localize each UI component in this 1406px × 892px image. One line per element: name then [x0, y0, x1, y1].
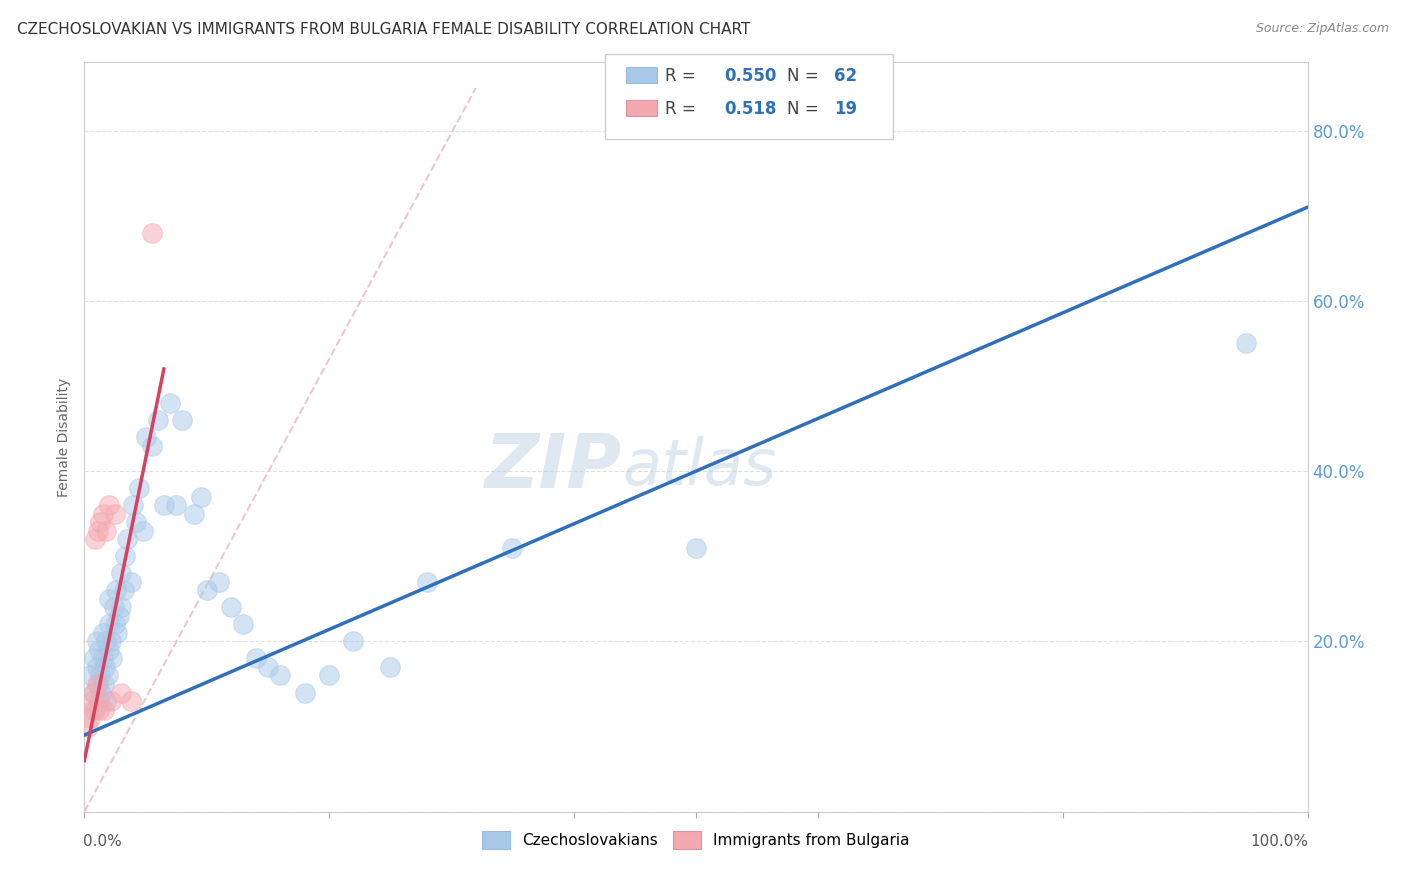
- Text: R =: R =: [665, 67, 702, 85]
- Point: [91, 626, 114, 640]
- Point: [159, 396, 181, 410]
- Point: [245, 651, 267, 665]
- Point: [87, 643, 110, 657]
- Point: [104, 617, 127, 632]
- Text: Source: ZipAtlas.com: Source: ZipAtlas.com: [1256, 22, 1389, 36]
- Point: [97, 498, 120, 512]
- Point: [110, 566, 132, 581]
- Point: [84, 702, 107, 716]
- Point: [141, 226, 163, 240]
- Point: [96, 524, 118, 538]
- Text: atlas: atlas: [623, 436, 778, 498]
- Point: [103, 600, 125, 615]
- Point: [380, 660, 402, 674]
- Point: [128, 481, 150, 495]
- Point: [87, 694, 110, 708]
- Point: [105, 626, 128, 640]
- Text: 0.518: 0.518: [724, 100, 776, 118]
- Point: [97, 668, 120, 682]
- Point: [107, 608, 129, 623]
- Point: [232, 617, 254, 632]
- Point: [190, 490, 212, 504]
- Text: 0.0%: 0.0%: [83, 834, 122, 849]
- Point: [82, 702, 104, 716]
- Point: [93, 702, 115, 716]
- Point: [208, 574, 231, 589]
- Point: [89, 515, 111, 529]
- Point: [79, 711, 101, 725]
- Text: 100.0%: 100.0%: [1251, 834, 1309, 849]
- Point: [83, 685, 105, 699]
- Point: [91, 651, 114, 665]
- Point: [146, 413, 169, 427]
- Text: CZECHOSLOVAKIAN VS IMMIGRANTS FROM BULGARIA FEMALE DISABILITY CORRELATION CHART: CZECHOSLOVAKIAN VS IMMIGRANTS FROM BULGA…: [17, 22, 751, 37]
- Point: [83, 651, 105, 665]
- Point: [269, 668, 291, 682]
- Point: [112, 583, 135, 598]
- Point: [120, 574, 142, 589]
- Point: [122, 498, 145, 512]
- Text: R =: R =: [665, 100, 706, 118]
- Point: [125, 515, 148, 529]
- Point: [77, 720, 100, 734]
- Point: [87, 677, 110, 691]
- Point: [165, 498, 187, 512]
- Point: [91, 507, 114, 521]
- Text: N =: N =: [787, 67, 824, 85]
- Point: [86, 677, 108, 691]
- Point: [97, 617, 120, 632]
- Point: [100, 634, 122, 648]
- Point: [100, 694, 122, 708]
- Text: 19: 19: [834, 100, 856, 118]
- Point: [685, 541, 707, 555]
- Text: 0.550: 0.550: [724, 67, 776, 85]
- Point: [86, 634, 108, 648]
- Point: [110, 600, 132, 615]
- Point: [135, 430, 157, 444]
- Point: [87, 702, 110, 716]
- Point: [90, 685, 112, 699]
- Point: [342, 634, 364, 648]
- Point: [257, 660, 280, 674]
- Point: [93, 677, 115, 691]
- Point: [94, 660, 117, 674]
- Point: [101, 651, 124, 665]
- Point: [219, 600, 242, 615]
- Point: [318, 668, 340, 682]
- Point: [195, 583, 218, 598]
- Point: [97, 591, 120, 606]
- Text: ZIP: ZIP: [485, 431, 623, 504]
- Point: [104, 507, 127, 521]
- Point: [153, 498, 176, 512]
- Point: [294, 685, 316, 699]
- Point: [79, 668, 101, 682]
- Point: [97, 643, 120, 657]
- Point: [89, 668, 111, 682]
- Point: [82, 685, 104, 699]
- Point: [87, 524, 110, 538]
- Legend: Czechoslovakians, Immigrants from Bulgaria: Czechoslovakians, Immigrants from Bulgar…: [475, 823, 917, 856]
- Point: [172, 413, 194, 427]
- Point: [114, 549, 136, 564]
- Point: [80, 694, 103, 708]
- Point: [502, 541, 524, 555]
- Point: [183, 507, 205, 521]
- Point: [132, 524, 155, 538]
- Point: [96, 634, 118, 648]
- Point: [1236, 336, 1258, 351]
- Text: 62: 62: [834, 67, 856, 85]
- Y-axis label: Female Disability: Female Disability: [58, 377, 72, 497]
- Point: [96, 694, 118, 708]
- Point: [141, 439, 163, 453]
- Point: [120, 694, 142, 708]
- Text: N =: N =: [787, 100, 824, 118]
- Point: [84, 533, 107, 547]
- Point: [105, 583, 128, 598]
- Point: [115, 533, 138, 547]
- Point: [86, 660, 108, 674]
- Point: [110, 685, 132, 699]
- Point: [416, 574, 439, 589]
